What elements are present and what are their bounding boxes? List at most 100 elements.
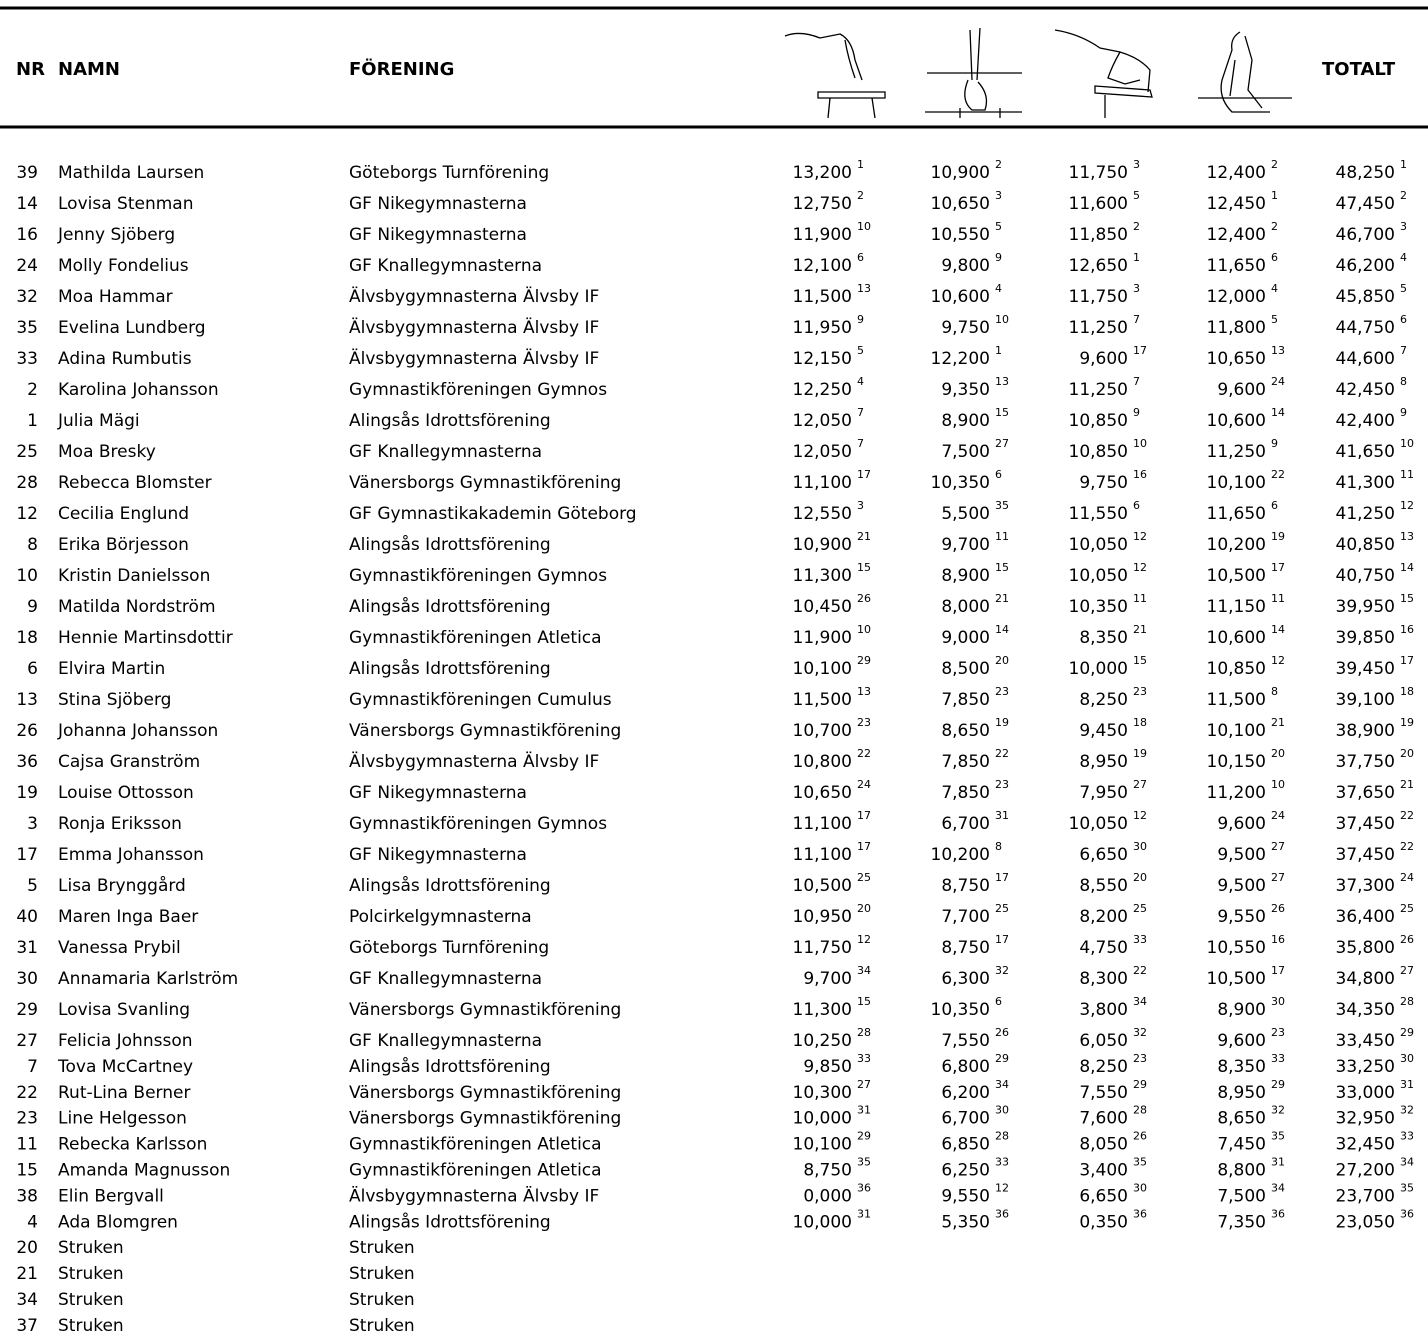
total-score: 44,600 — [1336, 349, 1395, 369]
gymnast-name: Elin Bergvall — [58, 1186, 164, 1206]
gymnast-name: Struken — [58, 1264, 124, 1284]
rank: 14 — [1400, 561, 1414, 574]
apparatus-score: 8,250 — [1079, 690, 1128, 710]
club-name: GF Knallegymnasterna — [349, 256, 542, 276]
rank: 24 — [1271, 809, 1285, 822]
rank: 10 — [857, 220, 871, 233]
apparatus-score: 9,700 — [941, 535, 990, 555]
rank: 3 — [1133, 282, 1140, 295]
rank: 33 — [1133, 933, 1147, 946]
total-score: 34,350 — [1336, 1000, 1395, 1020]
total-score: 48,250 — [1336, 163, 1395, 183]
total-score: 36,400 — [1336, 907, 1395, 927]
rank: 19 — [995, 716, 1009, 729]
gymnast-name: Lovisa Stenman — [58, 194, 193, 214]
total-score: 32,950 — [1336, 1109, 1395, 1129]
apparatus-score: 10,650 — [931, 194, 990, 214]
total-score: 47,450 — [1336, 194, 1395, 214]
start-number: 21 — [16, 1264, 38, 1284]
club-name: Struken — [349, 1290, 415, 1310]
gymnast-name: Elvira Martin — [58, 659, 165, 679]
apparatus-score: 10,100 — [793, 659, 852, 679]
gymnast-name: Lisa Brynggård — [58, 875, 186, 896]
apparatus-score: 8,050 — [1079, 1135, 1128, 1155]
club-name: Struken — [349, 1238, 415, 1258]
rank: 2 — [1271, 158, 1278, 171]
apparatus-score: 5,350 — [941, 1212, 990, 1232]
club-name: Alingsås Idrottsförening — [349, 534, 551, 555]
rank: 21 — [995, 592, 1009, 605]
rank: 20 — [1133, 871, 1147, 884]
rank: 35 — [1400, 1181, 1414, 1194]
rank: 10 — [1271, 778, 1285, 791]
gymnast-name: Tova McCartney — [57, 1057, 193, 1077]
apparatus-score: 12,750 — [793, 194, 852, 214]
club-name: Alingsås Idrottsförening — [349, 1211, 551, 1232]
rank: 26 — [1271, 902, 1285, 915]
start-number: 33 — [16, 349, 38, 369]
start-number: 29 — [16, 1000, 38, 1020]
gymnast-name: Rut-Lina Berner — [58, 1083, 190, 1103]
total-score: 37,300 — [1336, 876, 1395, 896]
start-number: 5 — [27, 876, 38, 896]
apparatus-score: 10,150 — [1207, 752, 1266, 772]
rank: 3 — [1133, 158, 1140, 171]
gymnast-name: Hennie Martinsdottir — [58, 628, 233, 648]
apparatus-score: 11,500 — [1207, 690, 1266, 710]
apparatus-score: 8,800 — [1217, 1161, 1266, 1181]
bars-icon — [925, 27, 1022, 118]
rank: 2 — [1133, 220, 1140, 233]
total-score: 27,200 — [1336, 1161, 1395, 1181]
rank: 31 — [857, 1104, 871, 1117]
rank: 24 — [1400, 871, 1414, 884]
rank: 15 — [995, 406, 1009, 419]
apparatus-score: 6,300 — [941, 969, 990, 989]
gymnast-name: Struken — [58, 1290, 124, 1310]
rank: 36 — [1133, 1207, 1147, 1220]
start-number: 37 — [16, 1316, 38, 1335]
apparatus-score: 9,600 — [1217, 1031, 1266, 1051]
apparatus-score: 12,450 — [1207, 194, 1266, 214]
rank: 36 — [1400, 1207, 1414, 1220]
apparatus-score: 11,250 — [1207, 442, 1266, 462]
rank: 16 — [1133, 468, 1147, 481]
total-score: 32,450 — [1336, 1135, 1395, 1155]
rank: 27 — [1271, 871, 1285, 884]
rank: 7 — [857, 437, 864, 450]
club-name: Gymnastikföreningen Gymnos — [349, 566, 607, 586]
gymnast-name: Adina Rumbutis — [58, 349, 192, 369]
total-score: 40,750 — [1336, 566, 1395, 586]
rank: 17 — [1400, 654, 1414, 667]
club-name: Älvsbygymnasterna Älvsby IF — [349, 317, 599, 338]
start-number: 17 — [16, 845, 38, 865]
rank: 26 — [857, 592, 871, 605]
gymnast-name: Moa Bresky — [58, 442, 156, 462]
start-number: 19 — [16, 783, 38, 803]
apparatus-score: 9,350 — [941, 380, 990, 400]
rank: 17 — [857, 468, 871, 481]
apparatus-score: 9,000 — [941, 628, 990, 648]
gymnast-name: Rebecca Blomster — [58, 473, 212, 493]
rank: 34 — [1271, 1181, 1285, 1194]
rank: 17 — [995, 933, 1009, 946]
rank: 19 — [1133, 747, 1147, 760]
total-score: 33,250 — [1336, 1057, 1395, 1077]
rank: 20 — [995, 654, 1009, 667]
total-score: 23,700 — [1336, 1186, 1395, 1206]
rank: 36 — [857, 1181, 871, 1194]
header-club: FÖRENING — [349, 58, 454, 80]
apparatus-score: 10,000 — [793, 1109, 852, 1129]
apparatus-score: 9,700 — [803, 969, 852, 989]
club-name: GF Nikegymnasterna — [349, 845, 527, 865]
apparatus-score: 11,250 — [1069, 380, 1128, 400]
apparatus-score: 11,850 — [1069, 225, 1128, 245]
total-score: 42,400 — [1336, 411, 1395, 431]
rank: 1 — [1133, 251, 1140, 264]
apparatus-score: 10,650 — [793, 783, 852, 803]
gymnast-name: Amanda Magnusson — [58, 1161, 230, 1181]
rank: 19 — [1400, 716, 1414, 729]
club-name: Vänersborgs Gymnastikförening — [349, 1000, 621, 1020]
rank: 33 — [857, 1052, 871, 1065]
club-name: Gymnastikföreningen Gymnos — [349, 380, 607, 400]
rank: 25 — [1133, 902, 1147, 915]
